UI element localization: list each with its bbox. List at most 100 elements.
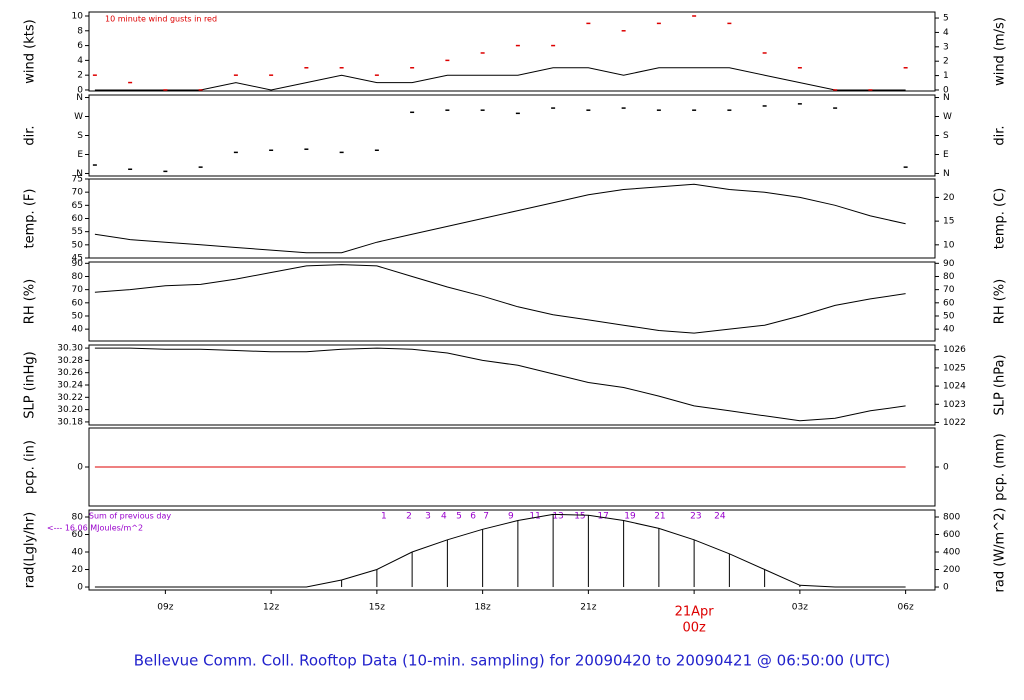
y-tick-label: 30.18	[57, 417, 83, 427]
y2-tick-label: 400	[943, 548, 960, 558]
y2-tick-label: 1023	[943, 400, 966, 410]
y-tick-label: 2	[77, 71, 83, 81]
marker-label: 7	[483, 512, 489, 522]
y-tick-label: 30.30	[57, 344, 83, 354]
annotation: Sum of previous day	[89, 512, 171, 521]
marker-label: 1	[381, 512, 387, 522]
y2-tick-label: 3	[943, 42, 949, 52]
y2-tick-label: 2	[943, 57, 949, 67]
y-tick-label: 70	[72, 188, 84, 198]
y-tick-label: 4	[77, 56, 83, 66]
marker-label: 21	[654, 512, 665, 522]
y-tick-label: 55	[72, 227, 83, 237]
panel-frame	[88, 11, 936, 92]
y2-tick-label: 80	[943, 272, 955, 282]
y-tick-label: 0	[77, 583, 83, 593]
marker-label: 23	[690, 512, 701, 522]
y-axis-label: pcp. (in)	[23, 440, 38, 494]
y-axis-label: temp. (F)	[23, 189, 38, 249]
y2-tick-label: 20	[943, 193, 955, 203]
y2-tick-label: 50	[943, 311, 955, 321]
marker-label: 5	[456, 512, 462, 522]
panel-frame	[88, 94, 936, 177]
y2-axis-label: temp. (C)	[993, 188, 1008, 250]
marker-label: 2	[406, 512, 412, 522]
y-tick-label: 60	[72, 214, 84, 224]
y2-tick-label: 0	[943, 583, 949, 593]
y2-axis-label: pcp. (mm)	[993, 433, 1008, 500]
y2-tick-label: N	[943, 93, 950, 103]
series-line	[94, 67, 906, 91]
y2-axis-label: rad (W/m^2)	[993, 508, 1008, 593]
chart-title: Bellevue Comm. Coll. Rooftop Data (10-mi…	[134, 652, 891, 670]
y-tick-label: 60	[72, 298, 84, 308]
series-line	[94, 513, 906, 588]
marker-label: 13	[552, 512, 563, 522]
y-axis-label: dir.	[23, 125, 38, 145]
y2-tick-label: 0	[943, 85, 949, 95]
x-tick-label: 21z	[580, 603, 596, 613]
y-tick-label: 70	[72, 285, 84, 295]
y-tick-label: 20	[72, 565, 84, 575]
y-tick-label: 0	[77, 463, 83, 473]
panel-frame	[88, 509, 936, 591]
y-axis-label: RH (%)	[23, 279, 38, 324]
y2-tick-label: E	[943, 150, 949, 160]
y-tick-label: 0	[77, 85, 83, 95]
annotation: <--- 16.06 MJoules/m^2	[47, 524, 143, 533]
y-tick-label: E	[77, 150, 83, 160]
y-axis-label: wind (kts)	[23, 19, 38, 83]
y2-tick-label: 1025	[943, 363, 966, 373]
y-tick-label: W	[74, 112, 83, 122]
x-tick-label: 18z	[475, 603, 491, 613]
y2-tick-label: 800	[943, 513, 960, 523]
marker-label: 24	[714, 512, 726, 522]
y2-tick-label: 10	[943, 240, 955, 250]
marker-label: 11	[529, 512, 540, 522]
y-tick-label: 30.24	[57, 381, 83, 391]
x-tick-label: 09z	[157, 603, 173, 613]
y-axis-label: SLP (inHg)	[23, 351, 38, 419]
y2-tick-label: 40	[943, 325, 955, 335]
panel-frame	[88, 344, 936, 426]
y2-tick-label: 0	[943, 463, 949, 473]
y-tick-label: 30.20	[57, 405, 83, 415]
y2-tick-label: 1	[943, 71, 949, 81]
marker-label: 19	[624, 512, 636, 522]
marker-label: 15	[574, 512, 585, 522]
y2-axis-label: RH (%)	[993, 279, 1008, 324]
y-tick-label: 40	[72, 548, 84, 558]
y2-tick-label: 600	[943, 530, 960, 540]
y2-tick-label: 200	[943, 565, 960, 575]
y-tick-label: S	[77, 131, 83, 141]
y-tick-label: 60	[72, 530, 84, 540]
y-tick-label: 80	[72, 272, 84, 282]
annotation: 10 minute wind gusts in red	[105, 15, 217, 24]
y2-tick-label: 1026	[943, 345, 966, 355]
y-tick-label: 80	[72, 513, 84, 523]
y2-tick-label: 70	[943, 285, 955, 295]
y2-tick-label: S	[943, 131, 949, 141]
y2-tick-label: 60	[943, 298, 955, 308]
y-tick-label: 65	[72, 201, 83, 211]
y-tick-label: 50	[72, 240, 84, 250]
y-tick-label: 50	[72, 311, 84, 321]
y-tick-label: 10	[72, 11, 84, 21]
marker-label: 9	[508, 512, 514, 522]
y-tick-label: 30.22	[57, 393, 83, 403]
y-tick-label: 75	[72, 175, 83, 185]
x-tick-label: 00z	[682, 621, 706, 636]
y-axis-label: rad(Lgly/hr)	[23, 512, 38, 588]
y-tick-label: 30.28	[57, 356, 83, 366]
marker-label: 6	[470, 512, 476, 522]
y-tick-label: 40	[72, 325, 84, 335]
marker-label: 3	[425, 512, 431, 522]
y-tick-label: 8	[77, 26, 83, 36]
y2-tick-label: 1024	[943, 382, 966, 392]
series-line	[94, 347, 906, 422]
marker-label: 4	[441, 512, 447, 522]
date-label: 21Apr	[675, 605, 715, 620]
panel-frame	[88, 261, 936, 342]
